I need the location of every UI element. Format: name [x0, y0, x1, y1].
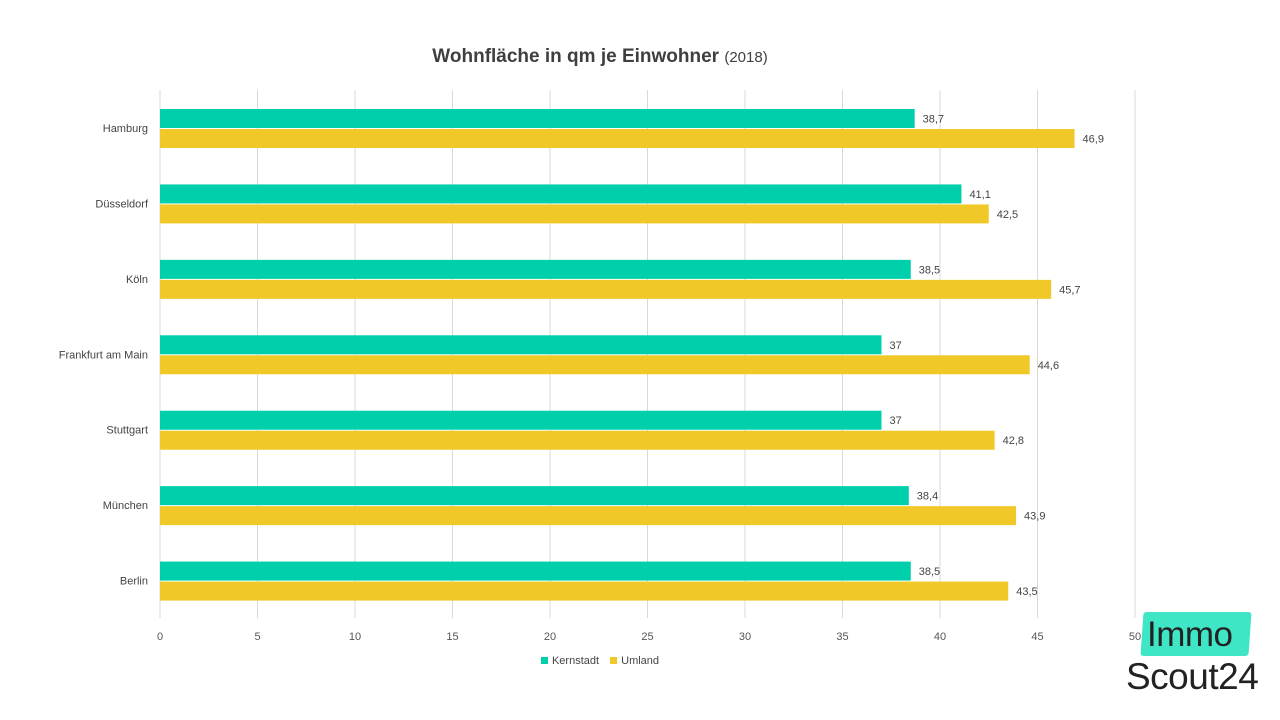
bar-kernstadt: [160, 259, 911, 279]
legend-item-kernstadt: Kernstadt: [540, 655, 600, 667]
bar-umland: [160, 506, 1017, 526]
bar-kernstadt: [160, 109, 915, 128]
x-tick-label: 45: [1031, 631, 1043, 643]
chart-title-year: (2018): [724, 49, 768, 66]
legend: Kernstadt Umland: [0, 655, 1200, 667]
data-label: 45,7: [1059, 284, 1080, 296]
data-label: 38,5: [919, 566, 940, 578]
bar-kernstadt: [160, 410, 882, 430]
x-tick-label: 25: [641, 631, 653, 643]
x-tick-label: 0: [157, 631, 163, 643]
x-tick-label: 5: [254, 631, 260, 643]
data-label: 37: [890, 415, 902, 427]
legend-label-kernstadt: Kernstadt: [551, 655, 600, 667]
data-label: 42,5: [997, 209, 1018, 221]
data-label: 43,9: [1024, 511, 1045, 523]
data-label: 43,5: [1016, 586, 1037, 598]
data-label: 41,1: [969, 189, 990, 201]
bar-umland: [160, 430, 995, 450]
x-tick-labels: 0 5 10 15 20 25 30 35 40 45 50: [157, 631, 1141, 643]
category-label: Düsseldorf: [95, 198, 149, 210]
bar-kernstadt: [160, 561, 911, 581]
category-labels: Hamburg Düsseldorf Köln Frankfurt am Main St…: [59, 123, 149, 588]
category-label: München: [103, 500, 148, 512]
data-label: 37: [890, 340, 902, 352]
x-tick-label: 10: [349, 631, 361, 643]
x-tick-label: 20: [544, 631, 556, 643]
data-label: 44,6: [1038, 360, 1059, 372]
chart-title: Wohnfläche in qm je Einwohner (2018): [0, 46, 1200, 68]
x-tick-label: 15: [446, 631, 458, 643]
data-label: 38,4: [917, 491, 938, 503]
bar-umland: [160, 279, 1052, 299]
category-label: Stuttgart: [106, 425, 148, 437]
data-label: 42,8: [1003, 435, 1024, 447]
immoscout24-logo: Immo Scout24: [1120, 608, 1275, 708]
legend-label-umland: Umland: [621, 655, 660, 667]
bar-kernstadt: [160, 184, 962, 204]
logo-text-immo: Immo: [1147, 615, 1233, 654]
bar-kernstadt: [160, 486, 909, 506]
grid-lines: [159, 90, 1136, 618]
category-label: Berlin: [120, 576, 148, 588]
data-label: 38,7: [923, 114, 944, 126]
logo-text-scout24: Scout24: [1126, 656, 1259, 697]
x-tick-label: 50: [1129, 631, 1141, 643]
bar-umland: [160, 355, 1030, 375]
data-labels: 38,7 46,9 41,1 42,5 38,5 45,7 37 44,6 37 42,8 38,4…: [890, 114, 1104, 599]
bar-umland: [160, 204, 989, 224]
bar-umland: [160, 129, 1075, 148]
chart-title-main: Wohnfläche in qm je Einwohner: [432, 46, 720, 67]
legend-item-umland: Umland: [610, 655, 659, 667]
x-tick-label: 35: [836, 631, 848, 643]
bar-kernstadt: [160, 335, 882, 355]
data-label: 38,5: [919, 264, 940, 276]
category-label: Köln: [126, 274, 148, 286]
legend-swatch-kernstadt: [540, 657, 548, 664]
x-tick-label: 40: [934, 631, 946, 643]
bar-umland: [160, 581, 1009, 601]
category-label: Hamburg: [103, 123, 148, 135]
category-label: Frankfurt am Main: [59, 349, 148, 361]
x-tick-label: 30: [739, 631, 751, 643]
bars: [160, 109, 1075, 601]
data-label: 46,9: [1083, 134, 1104, 146]
legend-swatch-umland: [610, 657, 618, 664]
